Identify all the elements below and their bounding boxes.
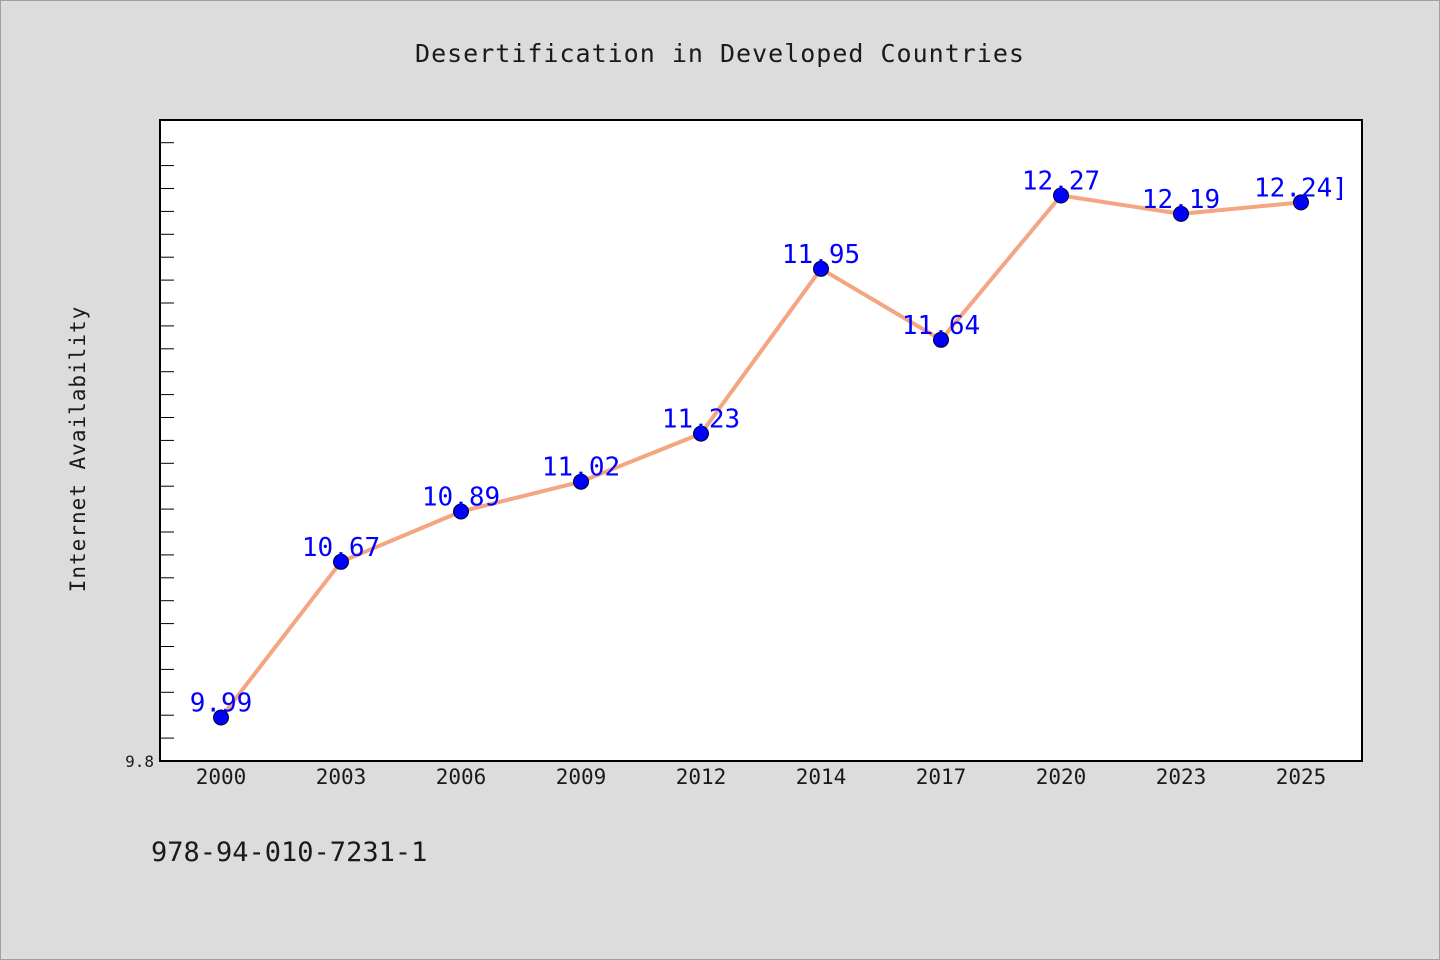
data-point-marker [213,709,229,726]
chart-title: Desertification in Developed Countries [415,39,1025,68]
data-label: 10.89 [422,483,500,513]
data-label: 9.99 [190,689,253,719]
data-label: 11.02 [542,453,620,483]
x-tick-label: 2025 [1276,765,1327,789]
data-point-marker [813,260,829,277]
data-point-marker [333,553,349,570]
data-label: 11.95 [782,240,860,270]
data-point-marker [573,473,589,490]
plot-area [159,119,1363,762]
x-tick-label: 2000 [196,765,247,789]
data-label: 12.24] [1254,173,1348,203]
y-axis-label: Internet Availability [66,306,90,593]
data-point-marker [1053,187,1069,204]
data-point-marker [453,503,469,520]
data-label: 11.23 [662,405,740,435]
x-tick-label: 2003 [316,765,367,789]
x-tick-label: 2020 [1036,765,1087,789]
y-axis-ticks [160,142,174,762]
x-axis-tick-labels: 2000 2003 2006 2009 2012 2014 2017 2020 2023 2025 [196,765,1327,789]
data-point-marker [1173,205,1189,222]
data-label: 11.64 [902,311,980,341]
data-label: 12.27 [1022,167,1100,197]
x-tick-label: 2006 [436,765,487,789]
data-label: 10.67 [302,533,380,563]
x-tick-label: 2014 [796,765,847,789]
series-line-group [219,193,1303,720]
data-label: 12.19 [1142,185,1220,215]
y-tick-label: 9.8 [125,752,154,771]
footer-code: 978-94-010-7231-1 [151,837,428,868]
x-tick-label: 2023 [1156,765,1207,789]
data-point-marker [1293,194,1309,211]
data-point-marker [933,331,949,348]
x-tick-label: 2009 [556,765,607,789]
x-tick-label: 2017 [916,765,967,789]
data-markers [213,187,1309,726]
y-axis-tick-labels: 9.8 [125,752,154,771]
x-tick-label: 2012 [676,765,727,789]
data-labels: 9.99 10.67 10.89 11.02 11.23 11.95 11.64 12.27 1… [190,167,1348,719]
data-point-marker [693,425,709,442]
series-line [219,193,1303,720]
